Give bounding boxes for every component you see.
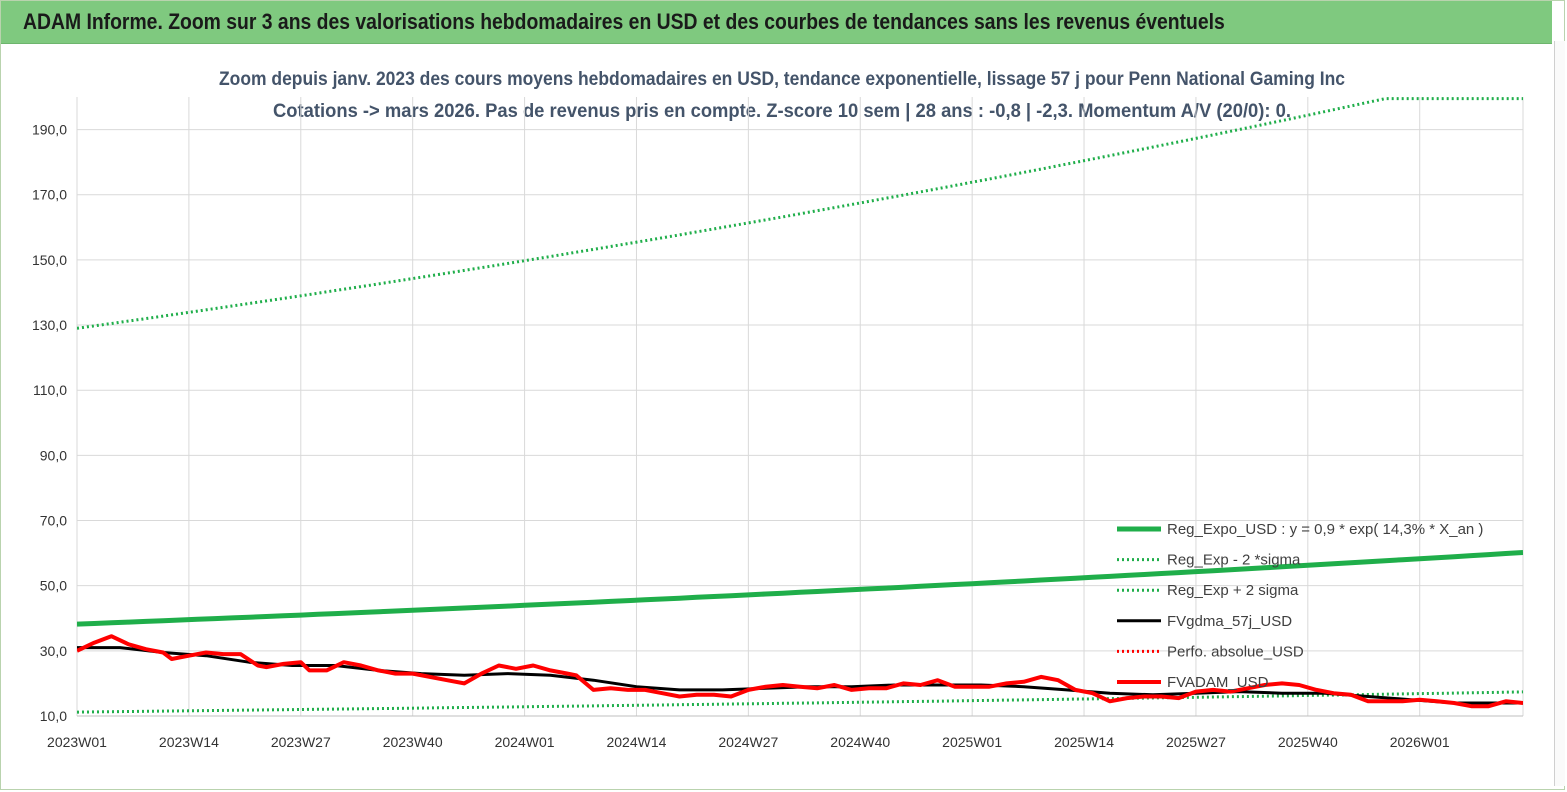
legend-fvadam-label: FVADAM_USD — [1167, 674, 1269, 691]
reg-minus-2sigma-line — [77, 690, 1523, 714]
x-tick-label: 2025W40 — [1278, 734, 1338, 750]
x-tick-label: 2024W14 — [606, 734, 666, 750]
x-tick-label: 2023W27 — [271, 734, 331, 750]
x-tick-label: 2025W27 — [1166, 734, 1226, 750]
y-tick-label: 170,0 — [32, 187, 67, 203]
legend-reg-minus-2sigma-label: Reg_Exp - 2 *sigma — [1167, 552, 1301, 569]
y-tick-label: 30,0 — [40, 643, 67, 659]
report-banner: ADAM Informe. Zoom sur 3 ans des valoris… — [1, 1, 1552, 44]
legend-reg-plus-2sigma-label: Reg_Exp + 2 sigma — [1167, 582, 1299, 599]
fvgdma-57j-line — [77, 646, 1523, 705]
legend: Reg_Expo_USD : y = 0,9 * exp( 14,3% * X_… — [1117, 521, 1483, 691]
reg-plus-2sigma-line — [77, 97, 1523, 330]
x-tick-label: 2025W01 — [942, 734, 1002, 750]
x-tick-label: 2024W27 — [718, 734, 778, 750]
y-tick-label: 50,0 — [40, 578, 67, 594]
series — [77, 97, 1523, 714]
y-tick-label: 190,0 — [32, 122, 67, 138]
x-tick-label: 2023W01 — [47, 734, 107, 750]
report-title: ADAM Informe. Zoom sur 3 ans des valoris… — [23, 9, 1225, 34]
axes: 10,0 30,0 50,0 70,0 90,0 110,0 130,0 150,0 170,0… — [32, 122, 1523, 750]
x-tick-label: 2025W14 — [1054, 734, 1114, 750]
legend-perfo-absolue-label: Perfo. absolue_USD — [1167, 643, 1304, 660]
grid — [76, 97, 1524, 717]
chart-title-line-1: Zoom depuis janv. 2023 des cours moyens … — [219, 69, 1345, 90]
y-tick-label: 10,0 — [40, 708, 67, 724]
x-tick-label: 2026W01 — [1390, 734, 1450, 750]
x-tick-label: 2023W40 — [383, 734, 443, 750]
legend-reg-expo-label: Reg_Expo_USD : y = 0,9 * exp( 14,3% * X_… — [1167, 521, 1483, 538]
x-tick-label: 2024W01 — [495, 734, 555, 750]
scroll-strip — [1554, 41, 1565, 786]
y-tick-label: 90,0 — [40, 447, 67, 463]
fvadam-line — [77, 634, 1523, 709]
y-tick-label: 70,0 — [40, 513, 67, 529]
y-tick-label: 110,0 — [33, 382, 67, 398]
x-tick-label: 2024W40 — [830, 734, 890, 750]
x-tick-label: 2023W14 — [159, 734, 219, 750]
reg-expo-line — [77, 550, 1523, 627]
y-tick-label: 130,0 — [32, 317, 67, 333]
chart-title-line-2: Cotations -> mars 2026. Pas de revenus p… — [273, 101, 1291, 122]
legend-fvgdma-label: FVgdma_57j_USD — [1167, 613, 1292, 630]
y-tick-label: 150,0 — [32, 252, 67, 268]
